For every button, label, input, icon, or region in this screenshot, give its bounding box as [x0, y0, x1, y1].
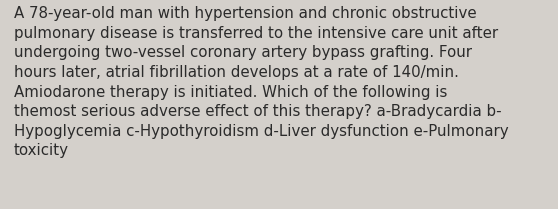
Text: A 78-year-old man with hypertension and chronic obstructive
pulmonary disease is: A 78-year-old man with hypertension and … — [14, 6, 508, 158]
